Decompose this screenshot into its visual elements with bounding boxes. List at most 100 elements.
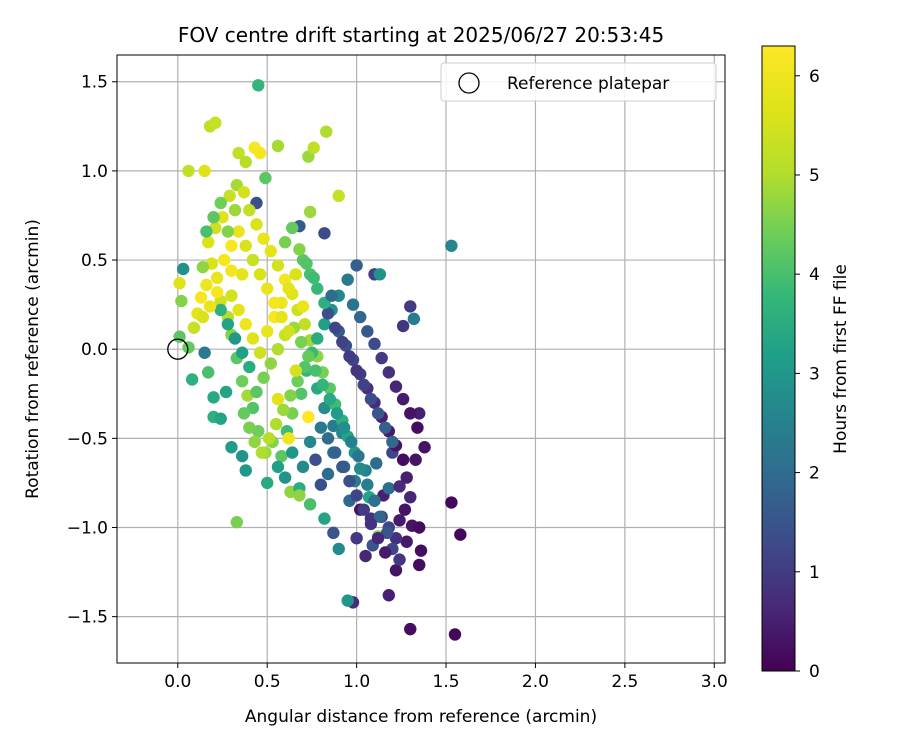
data-point (235, 268, 249, 281)
data-point (230, 515, 244, 529)
data-point (250, 385, 263, 399)
data-point (221, 225, 235, 238)
data-point (364, 517, 378, 531)
data-point (303, 205, 317, 219)
colorbar-tick-label: 6 (809, 67, 820, 87)
data-point (225, 239, 238, 252)
data-point (314, 421, 328, 434)
data-point (445, 496, 458, 509)
data-point (296, 460, 310, 474)
legend-marker-icon (458, 72, 480, 94)
data-point (223, 189, 236, 203)
data-point (239, 464, 252, 477)
x-tick-label: 3.0 (701, 672, 728, 692)
data-point (375, 351, 388, 365)
data-point (341, 594, 354, 607)
colorbar-tick-label: 5 (809, 166, 820, 186)
data-point (225, 441, 238, 454)
data-point (252, 79, 265, 92)
data-point (255, 446, 269, 459)
data-point (361, 478, 374, 491)
data-point (357, 503, 370, 516)
data-points (173, 79, 467, 641)
data-point (202, 366, 215, 379)
data-point (309, 364, 322, 377)
data-point (371, 531, 385, 545)
data-point (261, 325, 274, 338)
data-point (282, 432, 295, 445)
plot-frame (116, 54, 726, 664)
data-point (350, 259, 363, 272)
data-point (250, 218, 263, 231)
data-point (321, 307, 335, 320)
data-point (248, 435, 261, 449)
data-point (275, 449, 288, 463)
colorbar-ticks: 0 1 2 3 4 5 6 (795, 67, 820, 682)
data-point (286, 446, 299, 459)
data-point (396, 319, 410, 333)
data-point (327, 419, 340, 433)
data-point (303, 435, 317, 449)
data-point (207, 211, 220, 224)
data-point (382, 482, 396, 495)
data-point (246, 253, 260, 267)
legend-box (440, 62, 717, 102)
data-point (187, 321, 201, 334)
data-point (407, 312, 421, 326)
y-tick-label: 0.0 (81, 340, 108, 360)
data-point (393, 514, 406, 527)
data-point (302, 350, 315, 363)
data-point (194, 291, 208, 304)
data-point (219, 385, 233, 399)
data-point (303, 498, 317, 511)
data-point (271, 259, 285, 272)
data-point (246, 401, 260, 415)
data-point (307, 271, 320, 285)
data-point (239, 155, 252, 169)
data-point (325, 289, 338, 302)
data-point (200, 278, 213, 292)
x-tick-label: 0.0 (164, 672, 191, 692)
data-point (282, 325, 295, 338)
data-point (400, 535, 413, 548)
data-point (243, 203, 256, 217)
data-point (268, 296, 281, 310)
data-point (277, 403, 290, 417)
data-point (350, 531, 363, 545)
data-point (289, 268, 303, 281)
data-point (282, 282, 295, 295)
data-point (175, 294, 188, 308)
data-point (314, 478, 328, 491)
legend: Reference platepar (440, 62, 717, 102)
data-point (271, 460, 285, 474)
data-point (445, 239, 458, 252)
data-point (364, 392, 378, 406)
data-point (373, 268, 387, 281)
data-point (380, 526, 394, 540)
data-point (237, 186, 251, 199)
x-axis-label: Angular distance from reference (arcmin) (245, 707, 597, 727)
data-point (332, 542, 345, 556)
y-axis-ticks: −1.5 −1.0 −0.5 0.0 0.5 1.0 1.5 (67, 73, 117, 628)
data-point (396, 453, 410, 466)
data-point (379, 546, 392, 559)
data-point (214, 196, 227, 210)
data-point (202, 236, 215, 249)
x-tick-label: 2.0 (522, 672, 549, 692)
data-point (382, 366, 396, 379)
data-point (373, 510, 387, 523)
data-point (173, 277, 186, 290)
data-point (257, 371, 270, 384)
data-point (320, 125, 333, 138)
data-point (370, 457, 383, 470)
data-point (298, 318, 311, 331)
data-point (196, 310, 210, 324)
y-axis-label: Rotation from reference (arcmin) (23, 219, 43, 499)
colorbar-label: Hours from first FF file (831, 264, 851, 454)
data-point (214, 303, 227, 317)
data-point (300, 257, 313, 270)
data-point (311, 332, 324, 345)
data-point (318, 227, 331, 240)
data-point (318, 401, 331, 415)
